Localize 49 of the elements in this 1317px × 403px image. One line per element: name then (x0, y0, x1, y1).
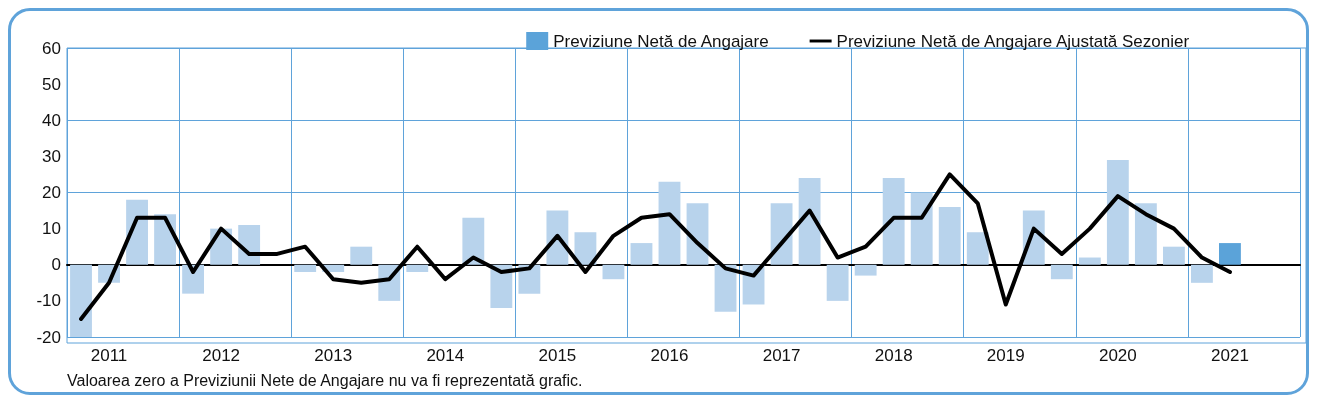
x-tick-label: 2012 (202, 346, 241, 365)
bar (182, 264, 205, 294)
bar (798, 178, 821, 265)
x-tick-label: 2013 (314, 346, 353, 365)
bar (1050, 264, 1073, 280)
bar (1134, 203, 1157, 265)
legend-label: Previziune Netă de Angajare (553, 31, 769, 51)
x-tick-label: 2016 (650, 346, 689, 365)
bar (1190, 264, 1213, 283)
bar (938, 206, 961, 265)
x-tick-label: 2017 (762, 346, 801, 365)
y-tick-label: 10 (42, 219, 61, 239)
bar (406, 264, 429, 272)
text: Valoarea zero a Previziunii Nete de Angajare nu va fi reprezentată grafic. (67, 371, 583, 389)
bar (1219, 243, 1241, 265)
bar (882, 178, 905, 265)
bar (350, 246, 373, 265)
bar (854, 264, 877, 276)
bar (826, 264, 849, 301)
x-tick-label: 2020 (1098, 346, 1137, 365)
bar (462, 217, 485, 265)
y-tick-label: 0 (51, 255, 61, 275)
y-tick-label: -10 (36, 291, 61, 311)
x-tick-label: 2011 (90, 346, 128, 365)
bar (602, 264, 625, 280)
x-tick-label: 2019 (986, 346, 1025, 365)
x-tick-label: 2014 (426, 346, 465, 365)
y-tick-label: 50 (42, 74, 61, 94)
bar (574, 232, 597, 265)
bar (1106, 159, 1129, 265)
legend-label: Previziune Netă de Angajare Ajustată Sezonier (836, 31, 1190, 51)
y-tick-label: 30 (42, 146, 61, 166)
y-tick-label: 40 (42, 110, 61, 130)
bar (1078, 257, 1101, 265)
bar (294, 264, 317, 272)
x-tick-label: 2015 (538, 346, 577, 365)
y-tick-label: 20 (42, 183, 61, 202)
bar (714, 264, 737, 312)
bar (910, 192, 933, 265)
y-tick-label: 60 (42, 38, 61, 58)
bar (966, 232, 989, 265)
bar (770, 203, 793, 265)
bar (658, 181, 681, 265)
y-tick-label: -20 (36, 327, 61, 347)
bar (70, 264, 92, 337)
x-tick-label: 2018 (874, 346, 913, 365)
bar (1162, 246, 1185, 265)
x-tick-label: 2021 (1211, 346, 1249, 365)
bar (630, 243, 653, 265)
